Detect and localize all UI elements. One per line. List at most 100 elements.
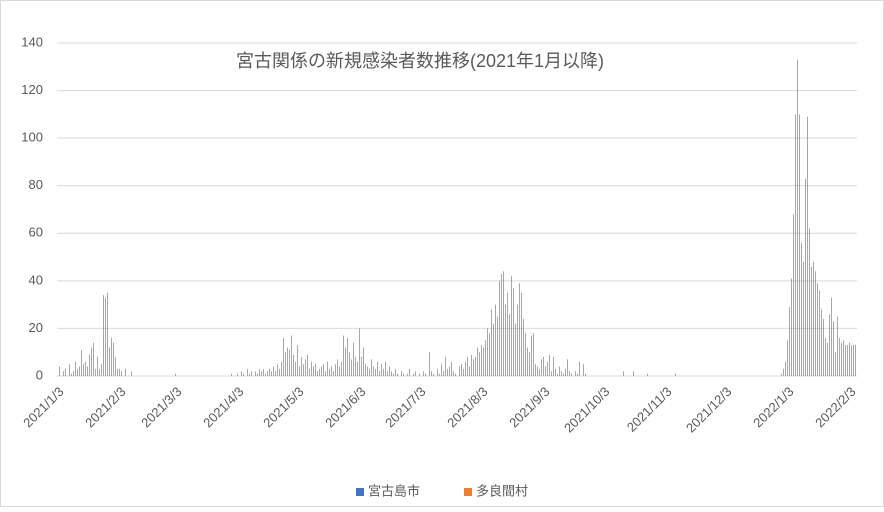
- bar: [815, 271, 816, 376]
- bar: [805, 178, 806, 376]
- bar: [675, 373, 676, 376]
- bar: [305, 359, 306, 376]
- bar: [539, 368, 540, 376]
- bar: [117, 368, 118, 376]
- bar: [231, 373, 232, 376]
- bar: [585, 373, 586, 376]
- bar: [531, 335, 532, 376]
- bar: [833, 321, 834, 376]
- bar: [845, 345, 846, 376]
- bar: [79, 366, 80, 376]
- bar: [333, 371, 334, 376]
- bar: [543, 356, 544, 376]
- bar: [381, 364, 382, 376]
- bar: [781, 373, 782, 376]
- bar: [789, 307, 790, 376]
- bar: [325, 371, 326, 376]
- bar: [59, 366, 60, 376]
- bar: [361, 356, 362, 376]
- bar: [493, 323, 494, 376]
- bar: [241, 371, 242, 376]
- bar: [365, 364, 366, 376]
- bar: [271, 371, 272, 376]
- bar: [513, 287, 514, 376]
- bar: [443, 371, 444, 376]
- bar: [837, 316, 838, 376]
- bar: [105, 297, 106, 376]
- bar: [379, 371, 380, 376]
- bar: [175, 373, 176, 376]
- bar: [97, 356, 98, 376]
- bar: [783, 368, 784, 376]
- y-tick-label: 20: [29, 320, 43, 335]
- bar: [323, 364, 324, 376]
- bar: [521, 292, 522, 376]
- bar: [477, 347, 478, 376]
- bar: [453, 371, 454, 376]
- bar: [419, 373, 420, 376]
- bar: [519, 283, 520, 376]
- bar: [853, 345, 854, 376]
- bar: [793, 214, 794, 376]
- bar: [91, 347, 92, 376]
- bar: [275, 371, 276, 376]
- bar: [243, 373, 244, 376]
- bar: [503, 271, 504, 376]
- bar: [111, 337, 112, 376]
- legend-swatch: [464, 488, 472, 496]
- bar: [509, 314, 510, 376]
- bar: [247, 368, 248, 376]
- bar: [579, 361, 580, 376]
- bar: [495, 304, 496, 376]
- chart-title: 宮古関係の新規感染者数推移(2021年1月以降): [236, 51, 604, 71]
- bar: [471, 354, 472, 376]
- bar: [827, 342, 828, 376]
- bar: [557, 373, 558, 376]
- bar: [441, 364, 442, 376]
- bar: [373, 366, 374, 376]
- bar: [107, 292, 108, 376]
- bar: [273, 366, 274, 376]
- bar: [103, 295, 104, 376]
- bar: [95, 368, 96, 376]
- bar: [829, 314, 830, 376]
- bar: [855, 345, 856, 376]
- y-tick-label: 100: [21, 130, 43, 145]
- bar: [121, 371, 122, 376]
- bar: [313, 366, 314, 376]
- bar: [283, 337, 284, 376]
- bar: [545, 366, 546, 376]
- bar: [525, 333, 526, 376]
- bar: [265, 373, 266, 376]
- legend-label: 多良間村: [476, 483, 528, 498]
- y-tick-label: 120: [21, 82, 43, 97]
- bar: [795, 114, 796, 376]
- bar: [491, 309, 492, 376]
- bar: [547, 361, 548, 376]
- bar: [99, 368, 100, 376]
- bar: [295, 361, 296, 376]
- legend-label: 宮古島市: [368, 483, 420, 498]
- bar: [347, 337, 348, 376]
- bar: [485, 340, 486, 376]
- bar: [473, 359, 474, 376]
- bar: [633, 371, 634, 376]
- bar: [355, 356, 356, 376]
- bar: [835, 352, 836, 376]
- bar: [647, 373, 648, 376]
- bar: [507, 292, 508, 376]
- bar: [843, 340, 844, 376]
- bar: [537, 366, 538, 376]
- bar: [577, 373, 578, 376]
- bar: [375, 368, 376, 376]
- bar: [307, 354, 308, 376]
- bar: [799, 114, 800, 376]
- bar: [455, 373, 456, 376]
- bar: [821, 309, 822, 376]
- bar: [497, 316, 498, 376]
- bar: [71, 373, 72, 376]
- bar: [785, 361, 786, 376]
- bar: [461, 364, 462, 376]
- bar: [801, 242, 802, 376]
